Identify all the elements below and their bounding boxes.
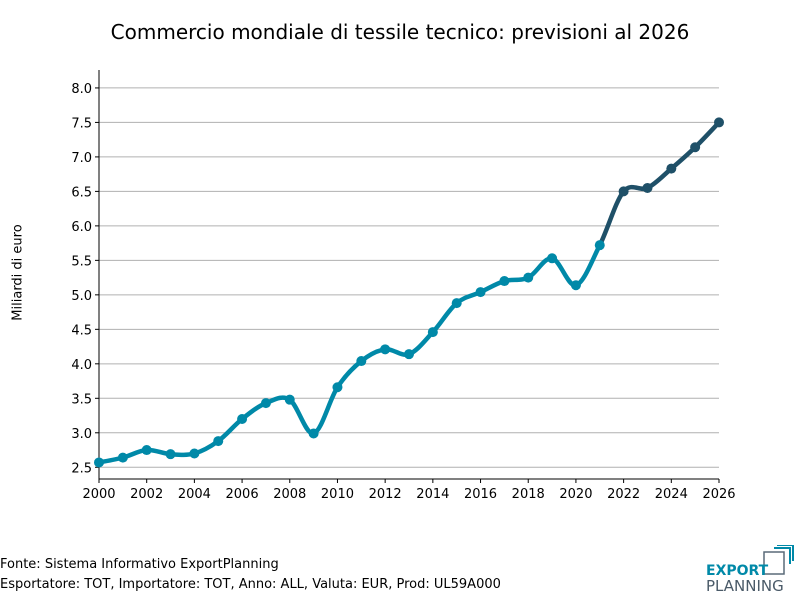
svg-text:EXPORT: EXPORT	[706, 563, 769, 579]
y-tick-label: 6.5	[71, 185, 92, 200]
x-tick-label: 2006	[226, 487, 259, 502]
source-text: Fonte: Sistema Informativo ExportPlannin…	[0, 557, 279, 572]
data-point-2014	[427, 327, 438, 338]
data-point-2010	[332, 382, 343, 393]
data-point-2005	[213, 436, 224, 447]
x-tick-label: 2004	[178, 487, 211, 502]
y-tick-label: 4.5	[71, 323, 92, 338]
historical-line	[96, 242, 603, 465]
data-point-2013	[404, 349, 414, 360]
data-point-2000	[94, 457, 104, 468]
data-point-2021	[594, 240, 605, 251]
y-tick-label: 3.5	[71, 392, 92, 407]
y-tick-label: 8.0	[71, 82, 92, 97]
data-point-2022	[618, 186, 629, 197]
y-tick-label: 2.5	[71, 461, 92, 476]
x-tick-label: 2018	[512, 487, 545, 502]
data-point-2006	[237, 413, 248, 424]
x-tick-label: 2008	[273, 487, 306, 502]
chart-title: Commercio mondiale di tessile tecnico: p…	[110, 20, 690, 44]
y-tick-label: 7.5	[71, 116, 92, 131]
data-point-2017	[499, 276, 510, 287]
data-point-2009	[308, 428, 319, 439]
data-point-2003	[165, 449, 176, 460]
x-tick-label: 2000	[82, 487, 115, 502]
data-point-2002	[141, 445, 152, 456]
data-point-2023	[642, 182, 653, 193]
x-tick-label: 2026	[702, 487, 735, 502]
data-point-2019	[547, 253, 558, 264]
exportplanning-logo: EXPORT PLANNING	[706, 545, 794, 595]
data-point-2012	[380, 344, 391, 355]
data-point-2025	[690, 142, 701, 153]
filters-text: Esportatore: TOT, Importatore: TOT, Anno…	[0, 577, 501, 592]
forecast-line	[597, 120, 722, 248]
data-point-2024	[666, 163, 677, 174]
data-point-2007	[260, 398, 271, 409]
x-tick-label: 2010	[321, 487, 354, 502]
data-point-2016	[475, 287, 486, 298]
data-point-2011	[356, 356, 367, 367]
x-tick-label: 2012	[369, 487, 402, 502]
x-tick-label: 2020	[559, 487, 592, 502]
svg-text:PLANNING: PLANNING	[706, 577, 784, 595]
y-tick-label: 3.0	[71, 427, 92, 442]
data-point-2018	[523, 272, 534, 283]
x-tick-label: 2024	[655, 487, 688, 502]
data-point-2026	[714, 117, 724, 128]
x-tick-label: 2016	[464, 487, 497, 502]
x-tick-label: 2022	[607, 487, 640, 502]
data-point-2004	[189, 448, 200, 459]
x-tick-label: 2002	[130, 487, 163, 502]
y-tick-label: 5.5	[71, 254, 92, 269]
data-point-2008	[284, 394, 295, 405]
y-tick-label: 7.0	[71, 151, 92, 166]
data-point-2001	[117, 452, 128, 463]
data-point-2015	[451, 298, 462, 309]
data-point-2020	[570, 280, 581, 291]
x-tick-label: 2014	[416, 487, 449, 502]
y-tick-label: 5.0	[71, 289, 92, 304]
y-tick-label: 6.0	[71, 220, 92, 235]
y-tick-label: 4.0	[71, 358, 92, 373]
